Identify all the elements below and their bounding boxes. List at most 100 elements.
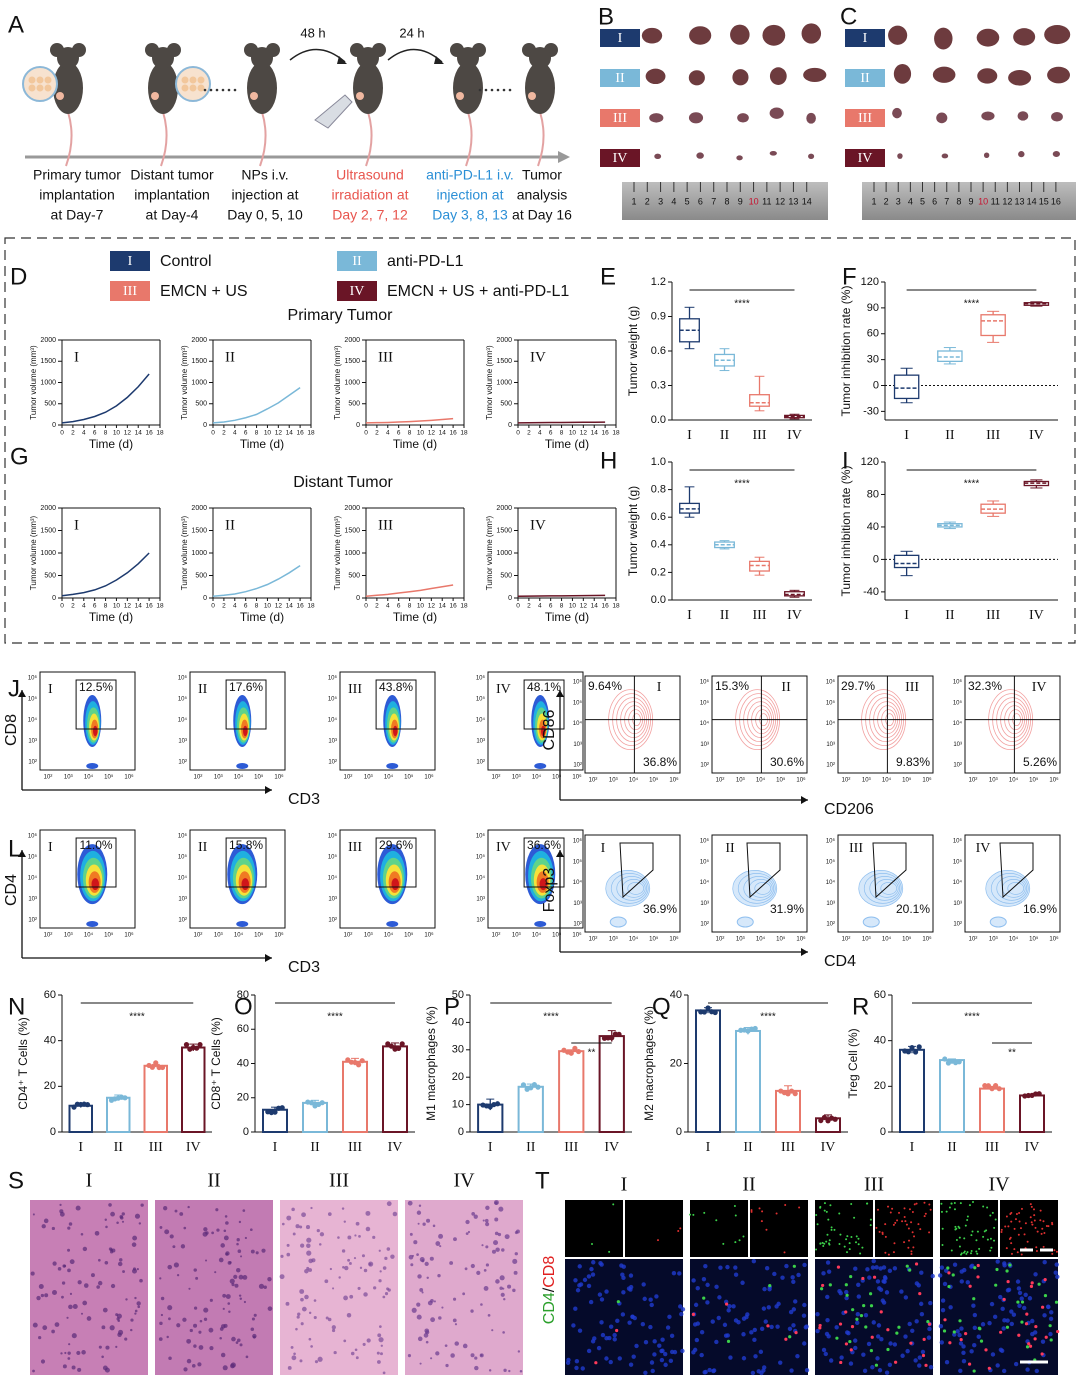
histology-nucleus: [134, 1309, 138, 1313]
dots: [203, 88, 207, 92]
histology-nucleus: [354, 1234, 357, 1237]
y-tick-label: 500: [500, 572, 512, 579]
histology-nucleus: [377, 1333, 382, 1338]
bar: [143, 1064, 168, 1133]
flow-tick-label: 10²: [573, 922, 582, 928]
x-tick-label: 16: [296, 603, 304, 610]
histology-nucleus: [349, 1294, 354, 1299]
histology-nucleus: [160, 1313, 164, 1317]
cd4-cell: [978, 1247, 981, 1250]
cd4-cell: [966, 1218, 969, 1221]
cd4-cell: [989, 1214, 992, 1217]
x-tick-label: 18: [307, 603, 315, 610]
flow-tick-label: 10³: [826, 742, 835, 748]
merge-cell: [1049, 1338, 1053, 1342]
y-tick-label: 0.0: [651, 414, 666, 426]
cd4-cell: [960, 1252, 963, 1255]
cd4-cell: [966, 1251, 969, 1254]
histology-nucleus: [242, 1274, 248, 1280]
histology-nucleus: [422, 1222, 426, 1226]
mouse-body: [353, 62, 383, 114]
cd8-cell: [1045, 1225, 1048, 1228]
density-blob: [386, 763, 399, 769]
cd4-cell: [991, 1211, 994, 1214]
density-blob: [86, 921, 99, 927]
y-tick-label: 2000: [191, 505, 207, 512]
histology-nucleus: [313, 1315, 317, 1320]
nucleus: [863, 1312, 869, 1318]
nucleus: [989, 1301, 995, 1307]
data-point: [272, 1109, 278, 1115]
nucleus: [1053, 1270, 1058, 1275]
nucleus: [776, 1301, 781, 1307]
y-axis-label: Tumor volume (mm³): [180, 515, 189, 590]
histology-nucleus: [382, 1295, 386, 1299]
merge-cell: [1025, 1312, 1029, 1316]
nucleus: [1042, 1313, 1047, 1318]
nucleus: [677, 1271, 682, 1276]
cd8-cell: [677, 1229, 680, 1232]
flow-tick-label: 10⁶: [1049, 936, 1059, 943]
cd4-cell: [971, 1230, 974, 1233]
cd4-cell: [826, 1233, 829, 1236]
data-point: [399, 1041, 405, 1047]
nucleus: [844, 1295, 849, 1301]
merge-cell: [839, 1360, 843, 1365]
ruler-label: 1: [631, 196, 636, 206]
nucleus: [731, 1304, 736, 1309]
data-point: [1036, 1091, 1042, 1097]
histology-nucleus: [138, 1222, 142, 1225]
histology-nucleus: [417, 1222, 420, 1225]
merge-cell: [828, 1283, 832, 1287]
histology-nucleus: [419, 1288, 424, 1292]
nucleus: [802, 1302, 807, 1308]
merge-cell: [818, 1326, 822, 1330]
flow-tick-label: 10⁴: [629, 936, 639, 943]
x-tick-label: 16: [296, 430, 304, 437]
x-tick-label: 10: [113, 603, 121, 610]
cd4-cell: [838, 1212, 841, 1215]
cd8-cell: [910, 1221, 913, 1224]
x-tick-label: III: [986, 608, 1000, 623]
step-label: Primary tumor: [33, 167, 121, 183]
nucleus: [1046, 1304, 1051, 1310]
histology-nucleus: [163, 1206, 168, 1211]
nucleus: [596, 1345, 602, 1351]
x-tick-label: 4: [233, 430, 237, 437]
fluor-merge: [940, 1259, 1058, 1375]
merge-cell: [1048, 1324, 1052, 1328]
nucleus: [815, 1328, 820, 1334]
merge-cell: [1028, 1344, 1033, 1348]
nucleus: [717, 1295, 722, 1300]
nucleus: [903, 1295, 909, 1300]
histology-nucleus: [378, 1279, 382, 1283]
tumor: [1051, 111, 1063, 122]
data-point: [153, 1060, 159, 1066]
histology-nucleus: [132, 1235, 138, 1241]
data-point: [396, 1045, 402, 1051]
histology-nucleus: [188, 1287, 191, 1290]
y-axis-label: Tumor inhibition rate (%): [839, 286, 853, 417]
histology-nucleus: [384, 1256, 388, 1261]
histology-nucleus: [139, 1278, 143, 1283]
histology-nucleus: [287, 1366, 292, 1370]
histology-nucleus: [174, 1209, 178, 1213]
histology-nucleus: [346, 1312, 352, 1318]
nucleus: [862, 1368, 868, 1374]
cd8-cell: [905, 1223, 908, 1226]
y-tick-label: 0: [50, 1126, 56, 1138]
histology-nucleus: [384, 1292, 389, 1296]
dots: [233, 88, 237, 92]
nucleus: [928, 1364, 934, 1370]
histology-nucleus: [225, 1221, 229, 1225]
cd8-cell: [915, 1202, 918, 1205]
x-tick-label: 0: [516, 603, 520, 610]
cd8-cell: [908, 1239, 911, 1242]
mouse-tail: [465, 111, 473, 167]
cd8-cell: [1051, 1252, 1054, 1255]
histology-nucleus: [245, 1355, 249, 1359]
x-tick-label: 12: [580, 603, 588, 610]
ruler-label: 9: [738, 196, 743, 206]
nucleus: [987, 1320, 992, 1326]
histology-nucleus: [507, 1284, 512, 1289]
